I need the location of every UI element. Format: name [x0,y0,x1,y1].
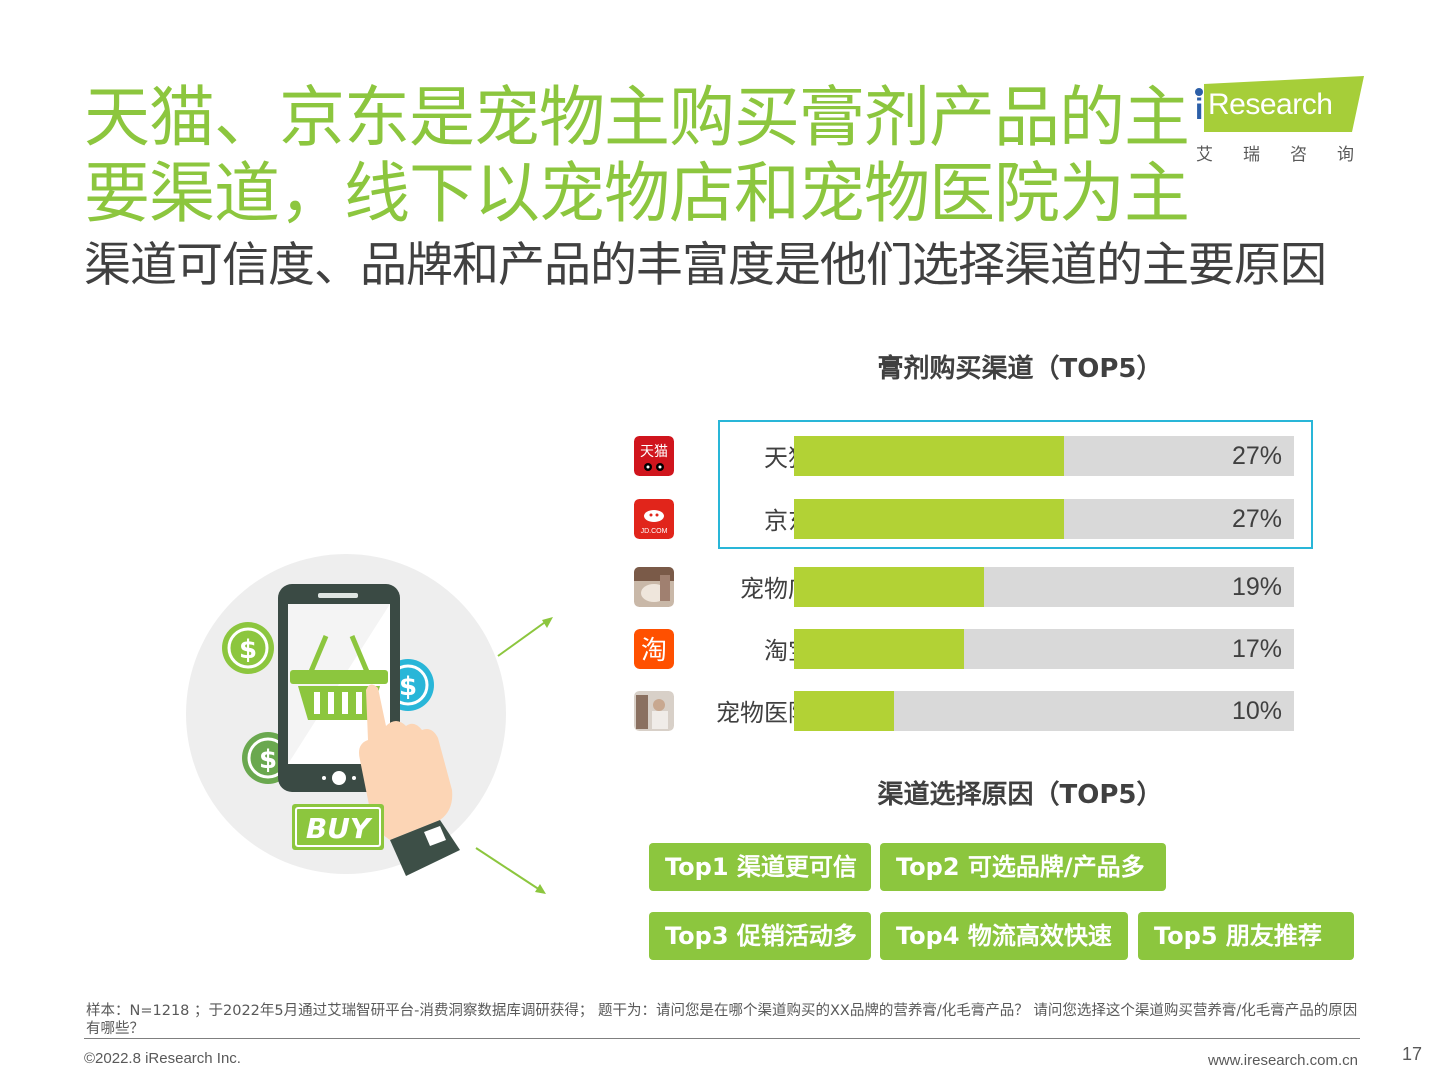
footer-divider [84,1038,1360,1039]
bar-value-label: 10% [1231,697,1282,725]
bar-label: 京东 [764,507,812,535]
bar-fill [794,691,894,731]
reason-tag-2: Top2 可选品牌/产品多 [880,843,1166,891]
bar-value-label: 19% [1231,573,1282,601]
svg-text:$: $ [259,745,277,775]
mobile-shopping-illustration: $ $ $ BUY [170,540,570,900]
bar-fill [794,499,1064,539]
iresearch-logo: i Research 艾瑞咨询 [1192,76,1384,165]
bar-label: 宠物医院 [716,699,812,727]
logo-banner-shape [1195,76,1364,132]
logo-wordmark: Research [1208,88,1333,121]
svg-text:$: $ [399,672,417,702]
reason-tag-1: Top1 渠道更可信 [649,843,871,891]
chart-title: 膏剂购买渠道（TOP5） [877,354,1163,384]
bar-track: 27% [794,436,1294,476]
page-number: 17 [1401,1044,1422,1064]
bar-track: 10% [794,691,1294,731]
bar-row-jd: JD.COM 京东 27% [630,499,1300,541]
logo-chinese-name: 艾瑞咨询 [1196,145,1384,165]
bar-value-label: 17% [1231,635,1282,663]
bar-label: 宠物店 [740,575,812,603]
logo-letter-i: i [1195,93,1204,126]
bar-fill [794,629,964,669]
svg-text:天猫: 天猫 [640,444,668,460]
pet-store-icon [634,567,674,607]
pet-hospital-icon [634,691,674,731]
reasons-title: 渠道选择原因（TOP5） [877,780,1163,810]
footnote: 样本：N=1218 ；于2022年5月通过艾瑞智研平台-消费洞察数据库调研获得；… [86,1003,1358,1037]
bar-row-pet-store: 宠物店 19% [630,567,1300,609]
highlight-box [718,420,1313,549]
bar-row-tmall: 天猫 天猫 27% [630,436,1300,478]
bar-fill [794,567,984,607]
tmall-icon: 天猫 [634,436,674,476]
bar-value-label: 27% [1231,442,1282,470]
bar-fill [794,436,1064,476]
taobao-icon: 淘 [634,629,674,669]
reason-tag-3: Top3 促销活动多 [649,912,871,960]
reason-tag-5: Top5 朋友推荐 [1138,912,1354,960]
website-url: www.iresearch.com.cn [1207,1052,1358,1069]
bar-track: 17% [794,629,1294,669]
svg-text:BUY: BUY [306,812,373,845]
svg-text:淘: 淘 [641,636,667,666]
reason-tag-4: Top4 物流高效快速 [880,912,1128,960]
svg-text:$: $ [239,635,257,665]
bar-label: 淘宝 [764,637,812,665]
bar-row-pet-hospital: 宠物医院 10% [630,691,1300,733]
bar-track: 19% [794,567,1294,607]
jd-icon: JD.COM [634,499,674,539]
page-subtitle: 渠道可信度、品牌和产品的丰富度是他们选择渠道的主要原因 [84,238,1327,293]
bar-value-label: 27% [1231,505,1282,533]
bar-label: 天猫 [764,444,812,472]
copyright: ©2022.8 iResearch Inc. [84,1050,241,1067]
bar-track: 27% [794,499,1294,539]
svg-text:JD.COM: JD.COM [641,528,668,535]
bar-row-taobao: 淘 淘宝 17% [630,629,1300,671]
page-title: 天猫、京东是宠物主购买膏剂产品的主要渠道，线下以宠物店和宠物医院为主 [84,79,1190,232]
